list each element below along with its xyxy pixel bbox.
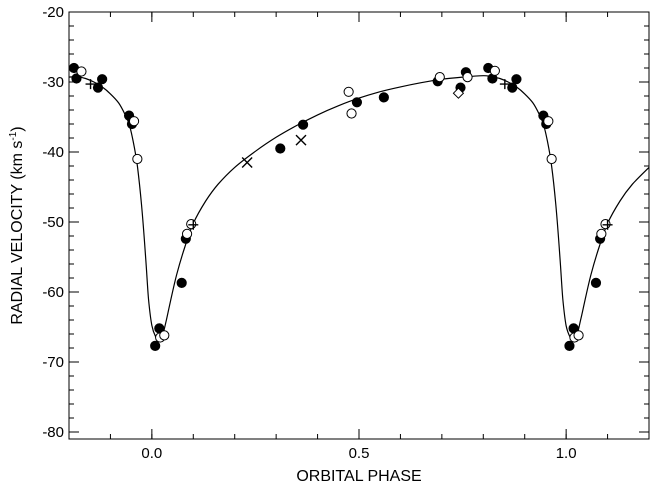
filled-circle-point xyxy=(351,97,363,108)
y-axis-title-main: RADIAL VELOCITY (km s xyxy=(9,141,26,325)
plus-point xyxy=(188,219,199,230)
open-circle-point xyxy=(128,116,140,127)
y-axis-title-close: ) xyxy=(9,126,26,131)
y-tick-label: -40 xyxy=(42,144,64,161)
data-points-layer xyxy=(68,62,613,351)
open-circle-point xyxy=(181,228,193,239)
open-circle-point xyxy=(132,153,143,165)
plot-frame xyxy=(68,11,650,440)
y-tick-label: -30 xyxy=(42,74,64,91)
y-tick-label: -70 xyxy=(42,354,64,371)
open-circle-point xyxy=(346,108,357,119)
open-circle-point xyxy=(76,66,87,77)
filled-circle-point xyxy=(590,277,602,288)
open-circle-point xyxy=(434,72,445,83)
filled-circle-point xyxy=(176,277,187,288)
open-circle-point xyxy=(543,116,554,127)
plus-point xyxy=(602,219,613,230)
y-axis-title: RADIAL VELOCITY (km s-1) xyxy=(8,126,26,324)
filled-circle-point xyxy=(275,143,286,154)
y-tick-label: -80 xyxy=(42,424,64,441)
y-tick-label: -20 xyxy=(42,4,64,21)
model-curve-line xyxy=(69,75,649,341)
x-tick-label: 0.5 xyxy=(349,445,370,462)
cross-point xyxy=(295,134,307,146)
major-ticks xyxy=(69,11,649,439)
plus-point xyxy=(499,79,510,90)
filled-circle-point xyxy=(507,82,518,93)
model-curve-layer xyxy=(69,75,649,341)
open-circle-point xyxy=(343,86,354,97)
filled-circle-point xyxy=(511,74,522,85)
y-tick-label: -50 xyxy=(42,214,64,231)
plus-point xyxy=(85,79,96,90)
filled-circle-point xyxy=(150,340,161,351)
y-tick-label: -60 xyxy=(42,284,64,301)
filled-circle-point xyxy=(378,92,389,103)
diamond-point xyxy=(452,87,465,99)
open-circle-point xyxy=(462,72,473,83)
cross-point xyxy=(241,157,253,168)
filled-circle-point xyxy=(97,74,108,85)
filled-circle-point xyxy=(564,340,575,351)
filled-circle-point xyxy=(71,73,82,84)
x-tick-label: 1.0 xyxy=(556,445,577,462)
minor-ticks xyxy=(68,11,650,439)
open-circle-point xyxy=(546,153,557,165)
open-circle-point xyxy=(596,228,607,239)
open-circle-point xyxy=(489,65,500,76)
y-axis-title-superscript: -1 xyxy=(8,131,19,140)
filled-circle-point xyxy=(92,82,104,93)
tick-labels: 0.0 0.5 1.0 -20 -30 -40 -50 -60 -70 -80 xyxy=(42,4,576,462)
filled-circle-point xyxy=(297,119,309,130)
open-circle-point xyxy=(573,330,584,341)
x-tick-label: 0.0 xyxy=(141,445,162,462)
open-circle-point xyxy=(159,330,170,341)
x-axis-title: ORBITAL PHASE xyxy=(296,468,421,485)
